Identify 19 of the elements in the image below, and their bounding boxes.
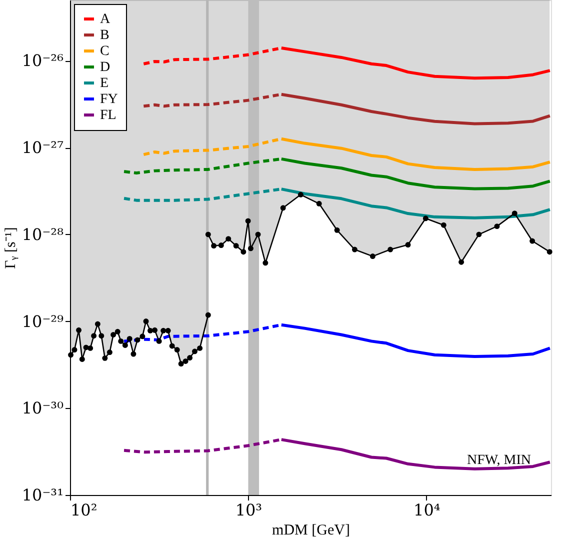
x-tick-label: 10² [70, 500, 98, 520]
x-axis-title: mDM [GeV] [272, 522, 350, 538]
legend-label: C [100, 44, 110, 59]
y-tick-label: 10⁻³¹ [22, 486, 64, 504]
y-tick-label: 10⁻²⁷ [22, 138, 64, 158]
x-tick-label: 10³ [235, 500, 262, 520]
y-tick-label: 10⁻²⁸ [22, 224, 64, 244]
y-tick-label: 10⁻²⁹ [22, 312, 64, 331]
legend-label: A [100, 12, 111, 27]
y-tick-label: 10⁻²⁶ [22, 51, 64, 70]
x-tick-label: 10⁴ [414, 500, 440, 520]
legend-label: B [100, 28, 110, 43]
legend-label: D [100, 60, 110, 75]
annotation: NFW, MIN [466, 453, 531, 468]
legend-label: E [100, 76, 109, 91]
y-axis-title: Γᵧ [s⁻¹] [2, 227, 19, 269]
y-tick-label: 10⁻³⁰ [22, 398, 64, 418]
legend-label: FY [100, 92, 118, 107]
legend-label: FL [100, 108, 116, 123]
